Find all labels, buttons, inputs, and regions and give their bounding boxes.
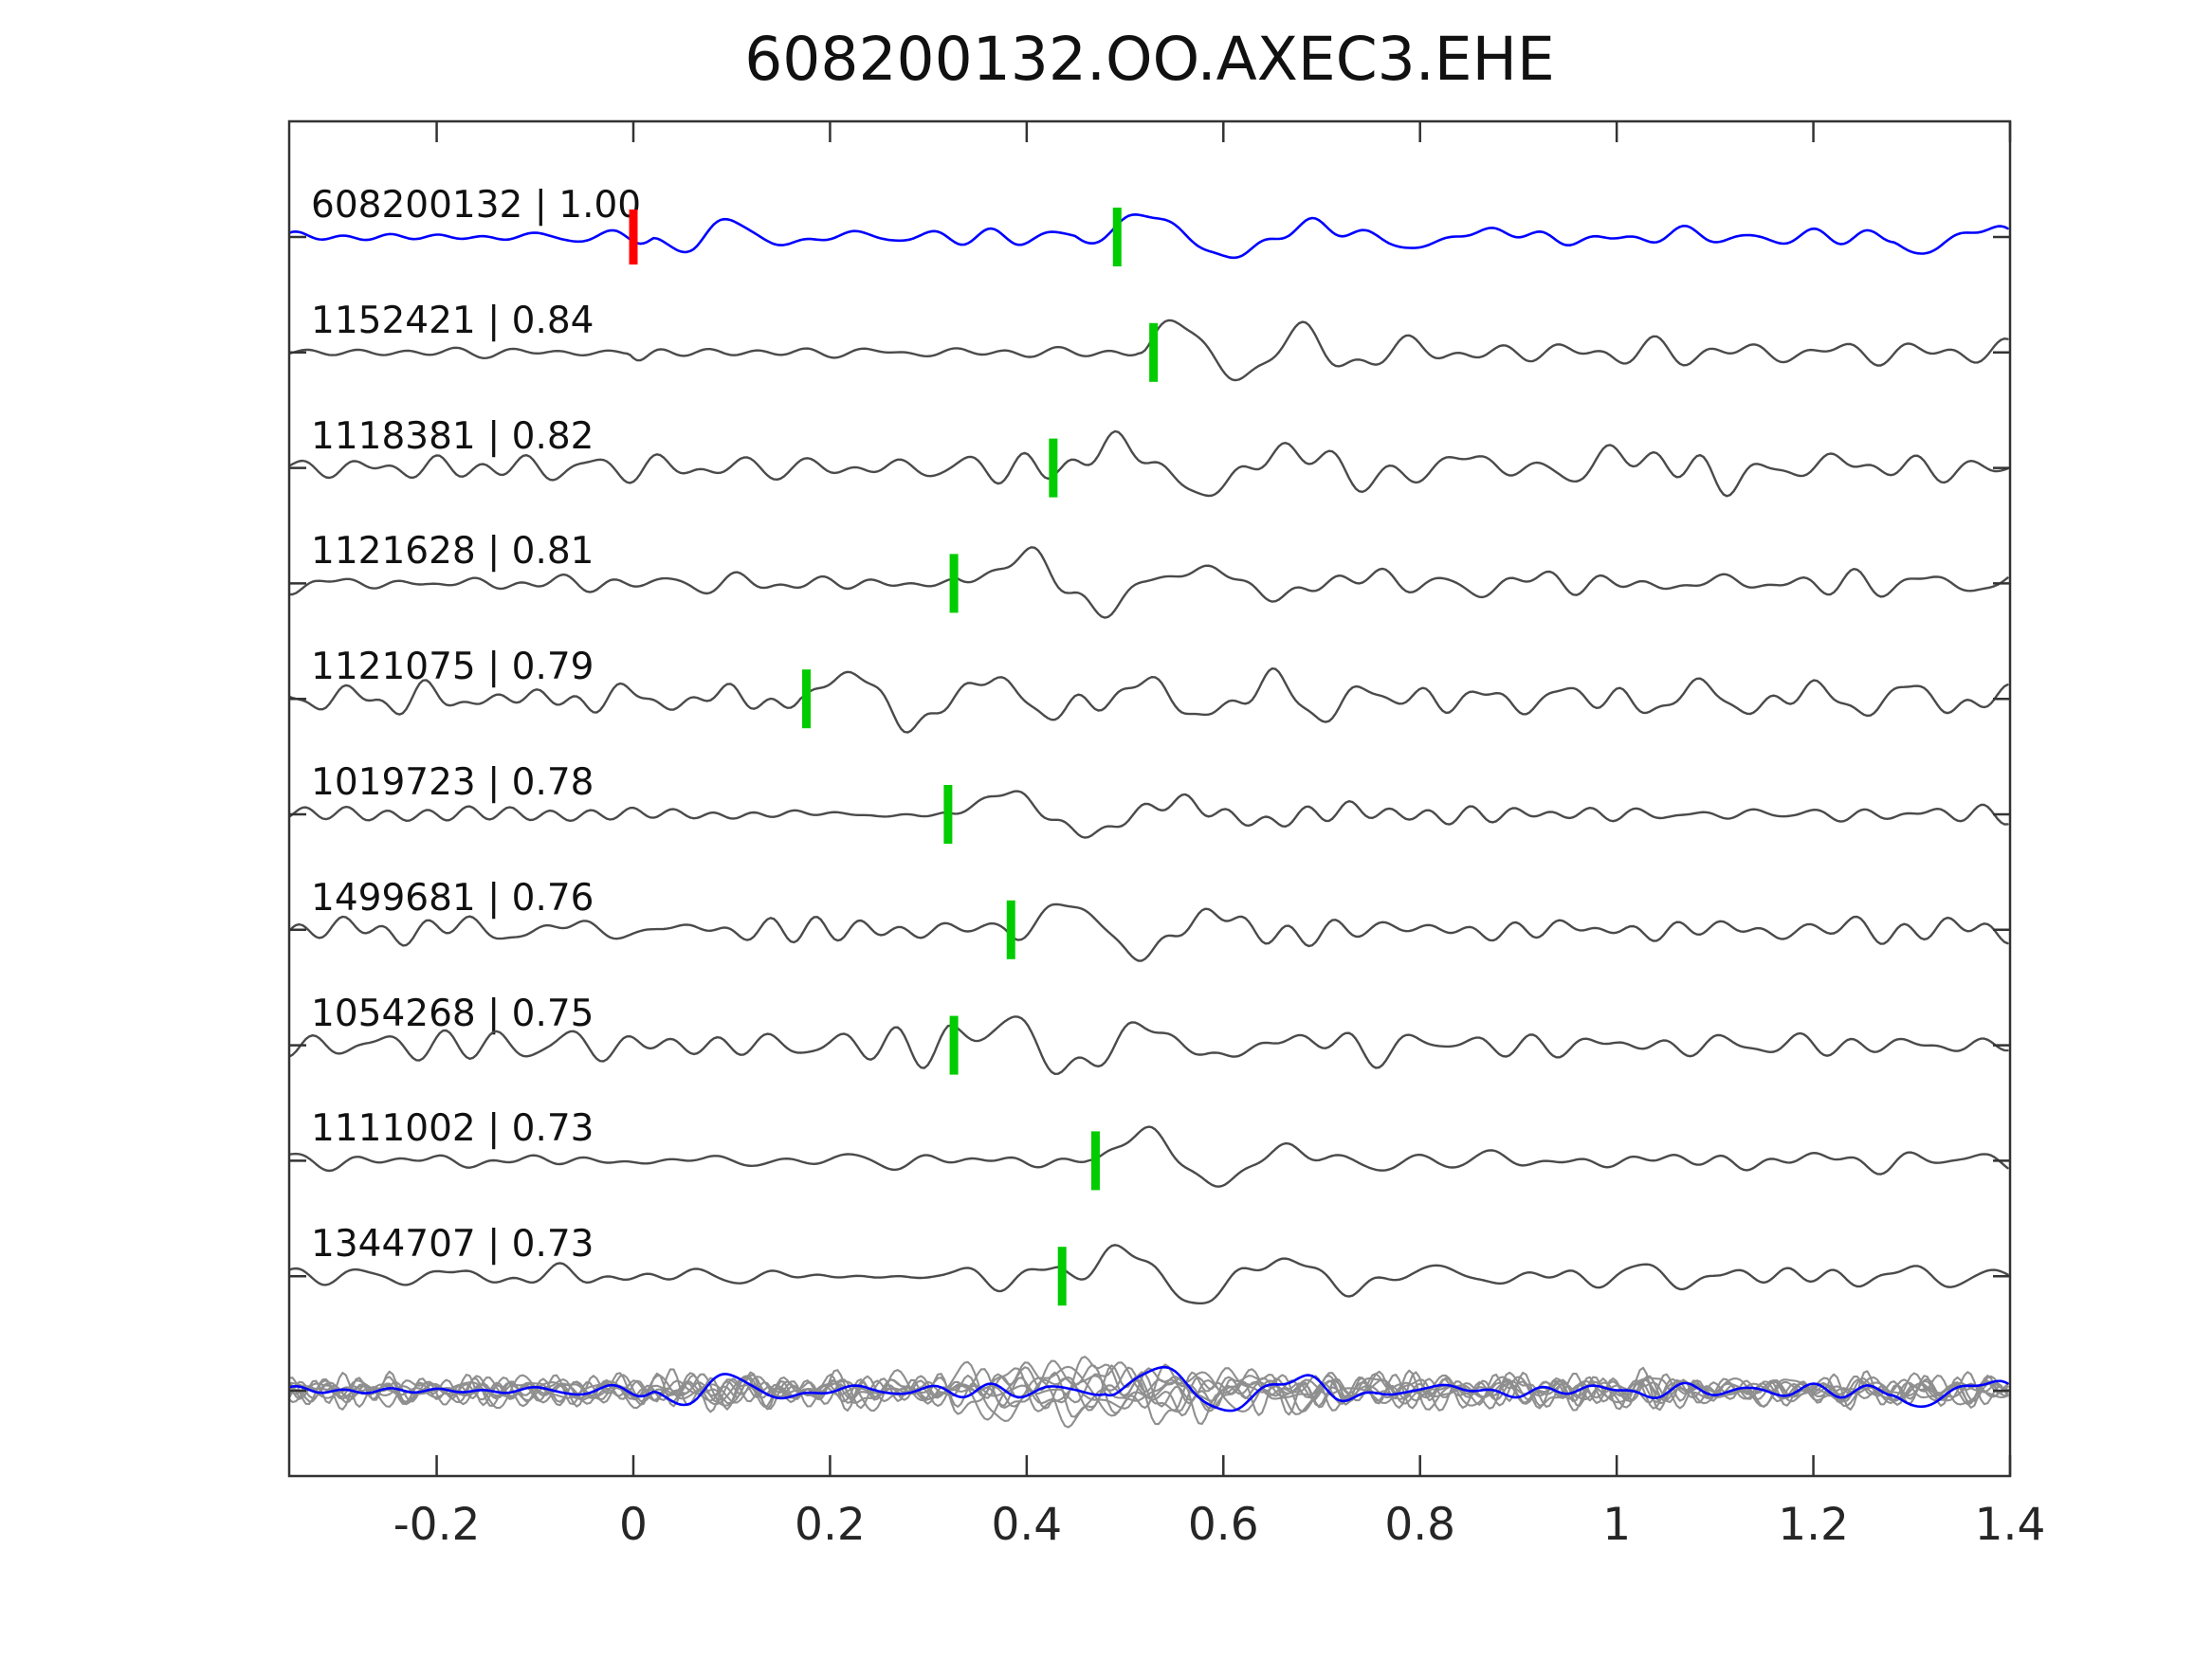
overlay-trace-match [289,1363,2009,1414]
plot-title: 608200132.OO.AXEC3.EHE [744,25,1555,94]
overlay-trace-match [289,1364,2009,1421]
x-tick-label: 1.4 [1974,1499,2046,1551]
overlay-trace-match [289,1361,2009,1429]
trace-label: 1344707 | 0.73 [311,1223,594,1267]
overlay-trace-template [289,1365,2009,1413]
overlay-trace-match [289,1361,2009,1417]
trace-label: 1054268 | 0.75 [311,992,594,1035]
x-tick-label: 0.6 [1187,1499,1259,1551]
overlay-trace-match [289,1359,2009,1422]
trace-label: 1121628 | 0.81 [311,530,594,574]
overlay-trace-match [289,1368,2009,1412]
trace-label: 1152421 | 0.84 [311,299,594,342]
pick-marker [949,1015,959,1075]
trace-label: 1118381 | 0.82 [311,414,594,458]
x-tick-label: 0.8 [1384,1499,1456,1551]
x-tick-label: -0.2 [393,1499,481,1551]
pick-marker [949,554,959,613]
trace-label: 1111002 | 0.73 [311,1107,594,1151]
overlay-trace-match [289,1367,2009,1415]
x-tick-label: 0.2 [795,1499,866,1551]
pick-marker [943,785,953,844]
x-tick-label: 1.2 [1778,1499,1849,1551]
pick-marker [1006,900,1015,959]
x-tick-label: 0.4 [991,1499,1063,1551]
pick-marker [1149,322,1159,382]
trace-label: 1121075 | 0.79 [311,646,594,689]
trace-label: 1019723 | 0.78 [311,761,594,804]
pick-marker [1057,1247,1067,1306]
x-tick-label: 1 [1602,1499,1632,1551]
pick-marker [1049,438,1058,498]
x-tick-label: 0 [619,1499,648,1551]
trace-label: 608200132 | 1.00 [311,184,642,227]
trace-label: 1499681 | 0.76 [311,876,594,920]
pick-marker [1090,1131,1100,1191]
pick-marker [1112,208,1122,266]
overlay-trace-match [289,1356,2009,1426]
pick-marker [802,669,812,729]
overlay-trace-match [289,1365,2009,1417]
